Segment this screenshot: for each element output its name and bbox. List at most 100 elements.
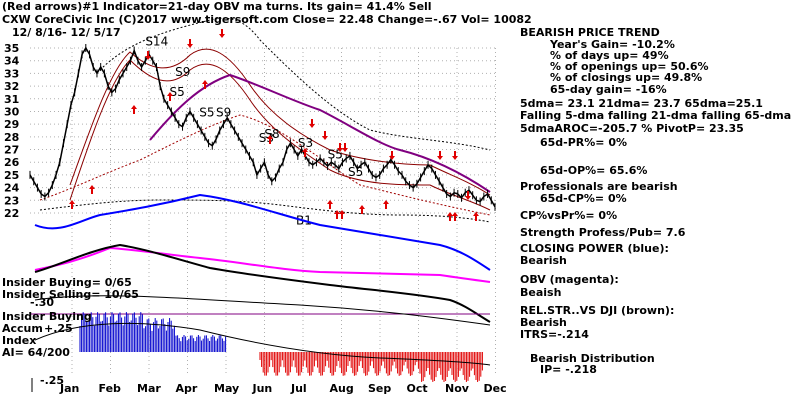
strength: Strength Profess/Pub= 7.6 bbox=[520, 226, 686, 239]
professionals: Professionals are bearish bbox=[520, 180, 678, 193]
distribution: Bearish Distribution bbox=[530, 352, 655, 365]
x-tick-label: Dec bbox=[484, 382, 507, 395]
y-tick-label: 24 bbox=[4, 182, 20, 195]
signal-label: S9 bbox=[216, 106, 231, 120]
days-up: % of days up= 49% bbox=[550, 49, 669, 62]
lower-indicators bbox=[30, 193, 491, 382]
closing-power: CLOSING POWER (blue): bbox=[520, 242, 669, 255]
y-tick-label: 25 bbox=[4, 169, 19, 182]
gain-65: 65-day gain= -16% bbox=[550, 83, 667, 96]
header-date-range: 12/ 8/16- 12/ 5/17 bbox=[12, 26, 121, 39]
signal-label: S14 bbox=[145, 34, 168, 48]
y-tick-label: 35 bbox=[4, 42, 19, 55]
y-tick-label: 22 bbox=[4, 207, 19, 220]
signal-label: S3 bbox=[298, 136, 313, 150]
cp-65: 65d-CP%= 0% bbox=[540, 192, 627, 205]
aroc-pivot: 5dmaAROC=-205.7 % PivotP= 23.35 bbox=[520, 122, 744, 135]
signal-label: S5 bbox=[170, 85, 185, 99]
sell-arrow bbox=[309, 119, 315, 128]
sell-arrow bbox=[187, 39, 193, 48]
accum-label: Insider Buying bbox=[2, 310, 92, 323]
signal-label: S5 bbox=[348, 165, 363, 179]
pr-65: 65d-PR%= 0% bbox=[540, 136, 627, 149]
closings-up: % of closings up= 49.8% bbox=[550, 71, 702, 84]
y-tick-label: 31 bbox=[4, 93, 19, 106]
signal-label: S9 bbox=[175, 65, 190, 79]
sell-arrow bbox=[337, 143, 343, 152]
sell-arrow bbox=[145, 51, 151, 60]
buy-arrow bbox=[69, 200, 75, 209]
x-tick-label: Mar bbox=[137, 382, 161, 395]
buy-arrow bbox=[447, 212, 453, 221]
y-tick-label: 33 bbox=[4, 67, 19, 80]
buy-arrow bbox=[383, 200, 389, 209]
x-tick-label: Jul bbox=[290, 382, 307, 395]
stats-panel: BEARISH PRICE TREND Year's Gain= -10.2% … bbox=[520, 26, 791, 376]
trend-title: BEARISH PRICE TREND bbox=[520, 26, 660, 39]
buy-arrow bbox=[452, 212, 458, 221]
y-tick-label: 28 bbox=[4, 131, 19, 144]
buy-arrow bbox=[267, 135, 273, 144]
x-tick-label: May bbox=[214, 382, 239, 395]
sell-arrow bbox=[465, 191, 471, 200]
relstr-status: Bearish bbox=[520, 316, 567, 329]
x-tick-label: Sep bbox=[368, 382, 391, 395]
x-axis: Jan Feb Mar Apr May Jun Jul Aug Sep Oct Nov Dec bbox=[31, 378, 507, 395]
x-tick-label: Jan bbox=[59, 382, 79, 395]
openings-up: % of openings up= 50.6% bbox=[550, 60, 709, 73]
y-tick-label: 29 bbox=[4, 118, 19, 131]
header-indicator: (Red arrows)#1 Indicator=21-day OBV ma t… bbox=[2, 0, 432, 13]
sell-arrow bbox=[389, 151, 395, 160]
y-tick-label: 30 bbox=[4, 105, 20, 118]
ai-label: AI= 64/200 bbox=[2, 346, 70, 359]
x-tick-label: Oct bbox=[407, 382, 428, 395]
minus30-label: -.30 bbox=[30, 296, 54, 309]
insider-selling: Insider Selling= 10/65 bbox=[2, 288, 139, 301]
price-series bbox=[29, 44, 496, 211]
ip-value: IP= -.218 bbox=[540, 363, 597, 376]
signal-label: S5 bbox=[199, 106, 214, 120]
buy-arrow bbox=[359, 205, 365, 214]
closing-power-status: Bearish bbox=[520, 254, 567, 267]
plus25-label: +.25 bbox=[44, 322, 73, 335]
x-tick-label: Apr bbox=[176, 382, 198, 395]
sell-arrow bbox=[219, 29, 225, 38]
header-ticker: CXW CoreCivic Inc (C)2017 www.tigersoft.… bbox=[2, 13, 532, 26]
price-line bbox=[29, 46, 496, 208]
cp-vs-pr: CP%vsPr%= 0% bbox=[520, 209, 617, 222]
x-tick-label: Jun bbox=[252, 382, 273, 395]
buy-arrow bbox=[327, 200, 333, 209]
y-tick-label: 26 bbox=[4, 156, 20, 169]
y-tick-label: 27 bbox=[4, 144, 19, 157]
buy-arrow bbox=[334, 210, 340, 219]
op-65: 65d-OP%= 65.6% bbox=[540, 164, 647, 177]
y-tick-label: 34 bbox=[4, 55, 20, 68]
years-gain: Year's Gain= -10.2% bbox=[549, 38, 675, 51]
x-tick-label: Aug bbox=[330, 382, 354, 395]
index-label: Index bbox=[2, 334, 36, 347]
accumulation-bars bbox=[79, 312, 483, 382]
buy-arrow bbox=[167, 92, 173, 101]
obv-status: Beaish bbox=[520, 286, 561, 299]
buy-arrow bbox=[339, 210, 345, 219]
moving-average-bands bbox=[39, 17, 491, 223]
minus25-label: -.25 bbox=[40, 374, 64, 387]
accum-sub: Accum bbox=[2, 322, 43, 335]
relstr-label: REL.STR..VS DJI (brown): bbox=[520, 304, 674, 317]
buy-arrow bbox=[89, 185, 95, 194]
insider-buying: Insider Buying= 0/65 bbox=[2, 276, 132, 289]
buy-arrow bbox=[202, 80, 208, 89]
dma-values: 5dma= 23.1 21dma= 23.7 65dma=25.1 bbox=[520, 97, 763, 110]
itrs: ITRS=-.214 bbox=[520, 328, 589, 341]
buy-arrow bbox=[131, 105, 137, 114]
buy-arrow bbox=[302, 148, 308, 157]
x-tick-label: Nov bbox=[445, 382, 470, 395]
y-tick-label: 32 bbox=[4, 80, 19, 93]
buy-arrow bbox=[473, 212, 479, 221]
falling-dma: Falling 5-dma falling 21-dma falling 65-… bbox=[520, 109, 791, 122]
sell-arrow bbox=[452, 151, 458, 160]
sell-arrow bbox=[342, 143, 348, 152]
